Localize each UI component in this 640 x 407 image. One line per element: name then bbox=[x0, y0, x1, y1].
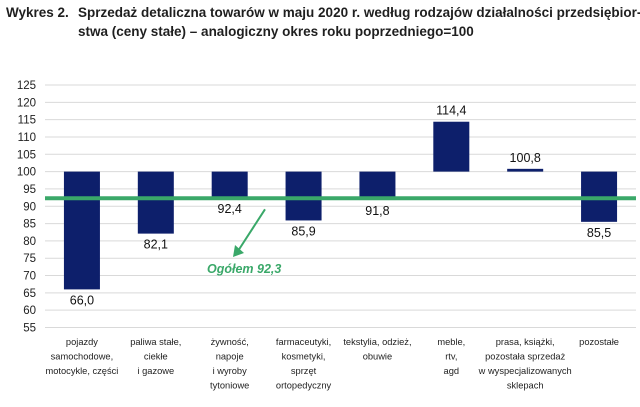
chart-title-line-1: Sprzedaż detaliczna towarów w maju 2020 … bbox=[78, 5, 640, 20]
bar bbox=[137, 171, 174, 234]
bar bbox=[63, 171, 100, 290]
y-tick-label: 115 bbox=[18, 115, 36, 127]
category-label: farmaceutyki, kosmetyki, sprzęt ortopedyczn… bbox=[276, 337, 332, 391]
category-label: pozostałe bbox=[579, 337, 619, 347]
y-tick-label: 70 bbox=[23, 271, 36, 283]
bar-value-label: 85,5 bbox=[587, 226, 611, 240]
bar bbox=[211, 171, 248, 198]
chart-title-prefix: Wykres 2. bbox=[6, 5, 69, 20]
y-tick-label: 110 bbox=[18, 132, 36, 144]
gridlines bbox=[45, 84, 636, 328]
value-labels: 66,0 82,1 92,4 85,9 91,8 114,4 100,8 85,5 bbox=[70, 104, 612, 308]
bar-value-label: 85,9 bbox=[291, 224, 315, 238]
reference-line-label: Ogółem 92,3 bbox=[207, 262, 281, 276]
reference-arrow bbox=[237, 208, 266, 252]
y-tick-label: 80 bbox=[23, 236, 36, 248]
category-label: tekstylia, odzież, obuwie bbox=[343, 337, 411, 362]
category-label: żywność, napoje i wyroby tytoniowe bbox=[210, 337, 249, 391]
category-label: pojazdy samochodowe, motocykle, części bbox=[46, 337, 119, 376]
category-label: meble, rtv, agd bbox=[437, 337, 465, 376]
bar bbox=[433, 121, 470, 172]
bar bbox=[285, 171, 322, 221]
y-tick-label: 60 bbox=[23, 305, 36, 317]
y-tick-label: 65 bbox=[23, 288, 36, 300]
reference-line-group: Ogółem 92,3 bbox=[45, 196, 636, 276]
bar bbox=[359, 171, 396, 201]
y-tick-label: 125 bbox=[17, 80, 36, 92]
x-axis-categories: pojazdy samochodowe, motocykle, części pali… bbox=[46, 337, 619, 391]
y-tick-label: 90 bbox=[23, 201, 36, 213]
y-tick-label: 55 bbox=[23, 323, 36, 335]
y-tick-label: 85 bbox=[23, 219, 36, 231]
bar-value-label: 82,1 bbox=[144, 238, 168, 252]
bar-value-label: 100,8 bbox=[510, 151, 541, 165]
y-axis-ticks: 55 60 65 70 75 80 85 90 95 100 105 110 115 120 125 bbox=[17, 80, 36, 335]
chart-title-line-2: stwa (ceny stałe) – analogiczny okres ro… bbox=[78, 24, 474, 39]
chart-title: Wykres 2. Sprzedaż detaliczna towarów w m… bbox=[6, 3, 640, 41]
bar-value-label: 114,4 bbox=[436, 104, 466, 118]
reference-arrow-head bbox=[233, 245, 244, 257]
bars bbox=[63, 121, 618, 290]
y-tick-label: 95 bbox=[23, 184, 36, 196]
bar-value-label: 92,4 bbox=[218, 202, 242, 216]
category-label: paliwa stałe, ciekłe i gazowe bbox=[130, 337, 181, 376]
bar-value-label: 91,8 bbox=[365, 204, 389, 218]
bar-value-label: 66,0 bbox=[70, 293, 94, 307]
y-tick-label: 100 bbox=[17, 167, 36, 179]
bar bbox=[507, 168, 544, 172]
y-tick-label: 75 bbox=[23, 253, 36, 265]
category-label: prasa, książki, pozostała sprzedaż w wyspe… bbox=[478, 337, 572, 391]
y-tick-label: 120 bbox=[17, 97, 36, 109]
y-tick-label: 105 bbox=[17, 149, 36, 161]
